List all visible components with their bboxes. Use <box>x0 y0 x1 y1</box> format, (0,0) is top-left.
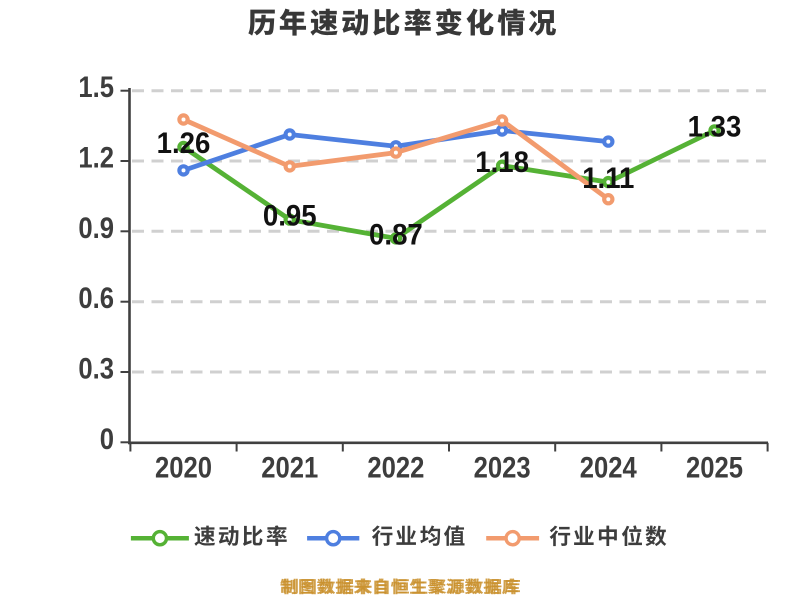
svg-text:0.87: 0.87 <box>369 218 423 251</box>
svg-text:2021: 2021 <box>261 450 318 483</box>
svg-text:1.5: 1.5 <box>78 70 114 103</box>
svg-text:2023: 2023 <box>474 450 531 483</box>
svg-text:1.33: 1.33 <box>688 111 742 144</box>
svg-text:2024: 2024 <box>580 450 637 483</box>
svg-text:1.18: 1.18 <box>475 146 529 179</box>
svg-text:0: 0 <box>100 422 114 455</box>
svg-text:2022: 2022 <box>367 450 424 483</box>
svg-text:1.11: 1.11 <box>582 162 634 195</box>
svg-text:2025: 2025 <box>686 450 743 483</box>
svg-text:2020: 2020 <box>155 450 212 483</box>
svg-text:0.3: 0.3 <box>78 352 114 385</box>
svg-text:1.26: 1.26 <box>157 127 211 160</box>
svg-text:0.95: 0.95 <box>263 200 317 233</box>
svg-text:1.2: 1.2 <box>78 141 114 174</box>
svg-text:0.9: 0.9 <box>78 211 114 244</box>
svg-text:0.6: 0.6 <box>78 281 114 314</box>
